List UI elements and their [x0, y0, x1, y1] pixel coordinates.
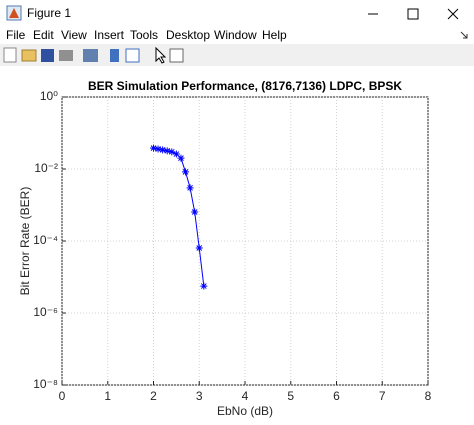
maximize-button[interactable] [407, 8, 419, 20]
dock-arrow[interactable] [460, 31, 468, 39]
menu-item[interactable]: Insert [94, 28, 125, 42]
new-icon[interactable] [3, 47, 17, 63]
title-bar [0, 0, 474, 28]
x-tick-label: 0 [59, 389, 66, 403]
marker [168, 148, 176, 156]
toolbar-icons [3, 46, 184, 64]
legend-icon[interactable] [125, 48, 140, 63]
y-tick-label: 10⁻⁶ [33, 305, 58, 319]
marker [191, 208, 199, 216]
menu-item[interactable]: Help [262, 28, 287, 42]
marker [154, 145, 162, 153]
menu-item[interactable]: Edit [33, 28, 54, 42]
marker [182, 168, 190, 176]
marker [177, 154, 185, 162]
x-tick-label: 7 [379, 389, 386, 403]
menu-item[interactable]: File [6, 28, 26, 42]
marker [195, 244, 203, 252]
pointer-icon[interactable] [155, 46, 167, 64]
menu-item[interactable]: Tools [130, 28, 158, 42]
colorbar-icon[interactable] [110, 49, 119, 62]
x-tick-label: 3 [196, 389, 203, 403]
x-tick-label: 2 [150, 389, 157, 403]
menu-item[interactable]: View [61, 28, 87, 42]
marker [163, 147, 171, 155]
y-tick-label: 10⁻⁴ [33, 233, 58, 247]
marker [172, 150, 180, 158]
x-tick-label: 4 [242, 389, 249, 403]
marker [186, 184, 194, 192]
app-icon-glyph [9, 8, 19, 18]
close-button[interactable] [447, 8, 459, 20]
edit-icon[interactable] [169, 48, 184, 63]
marker [150, 144, 157, 152]
x-tick-label: 5 [287, 389, 294, 403]
save-icon[interactable] [41, 49, 54, 62]
menu-item[interactable]: Window [214, 28, 257, 42]
x-tick-label: 8 [425, 389, 432, 403]
y-tick-label: 10⁻⁸ [33, 377, 58, 391]
menu: File Edit View Insert Tools Desktop Window Help [6, 28, 287, 42]
print-icon[interactable] [59, 50, 73, 61]
menu-item[interactable]: Desktop [166, 28, 210, 42]
x-tick-label: 1 [104, 389, 111, 403]
x-tick-label: 6 [333, 389, 340, 403]
y-axis-label: Bit Error Rate (BER) [18, 187, 32, 296]
open-icon[interactable] [21, 49, 37, 62]
window-title: Figure 1 [27, 6, 71, 20]
marker [159, 146, 167, 154]
x-axis-label: EbNo (dB) [217, 404, 273, 418]
marker [200, 282, 208, 290]
link-icon[interactable] [83, 49, 98, 62]
chart-title: BER Simulation Performance, (8176,7136) … [88, 79, 402, 93]
y-tick-label: 10⁰ [40, 89, 58, 103]
menu-bar [0, 28, 474, 44]
y-tick-label: 10⁻² [34, 161, 58, 175]
